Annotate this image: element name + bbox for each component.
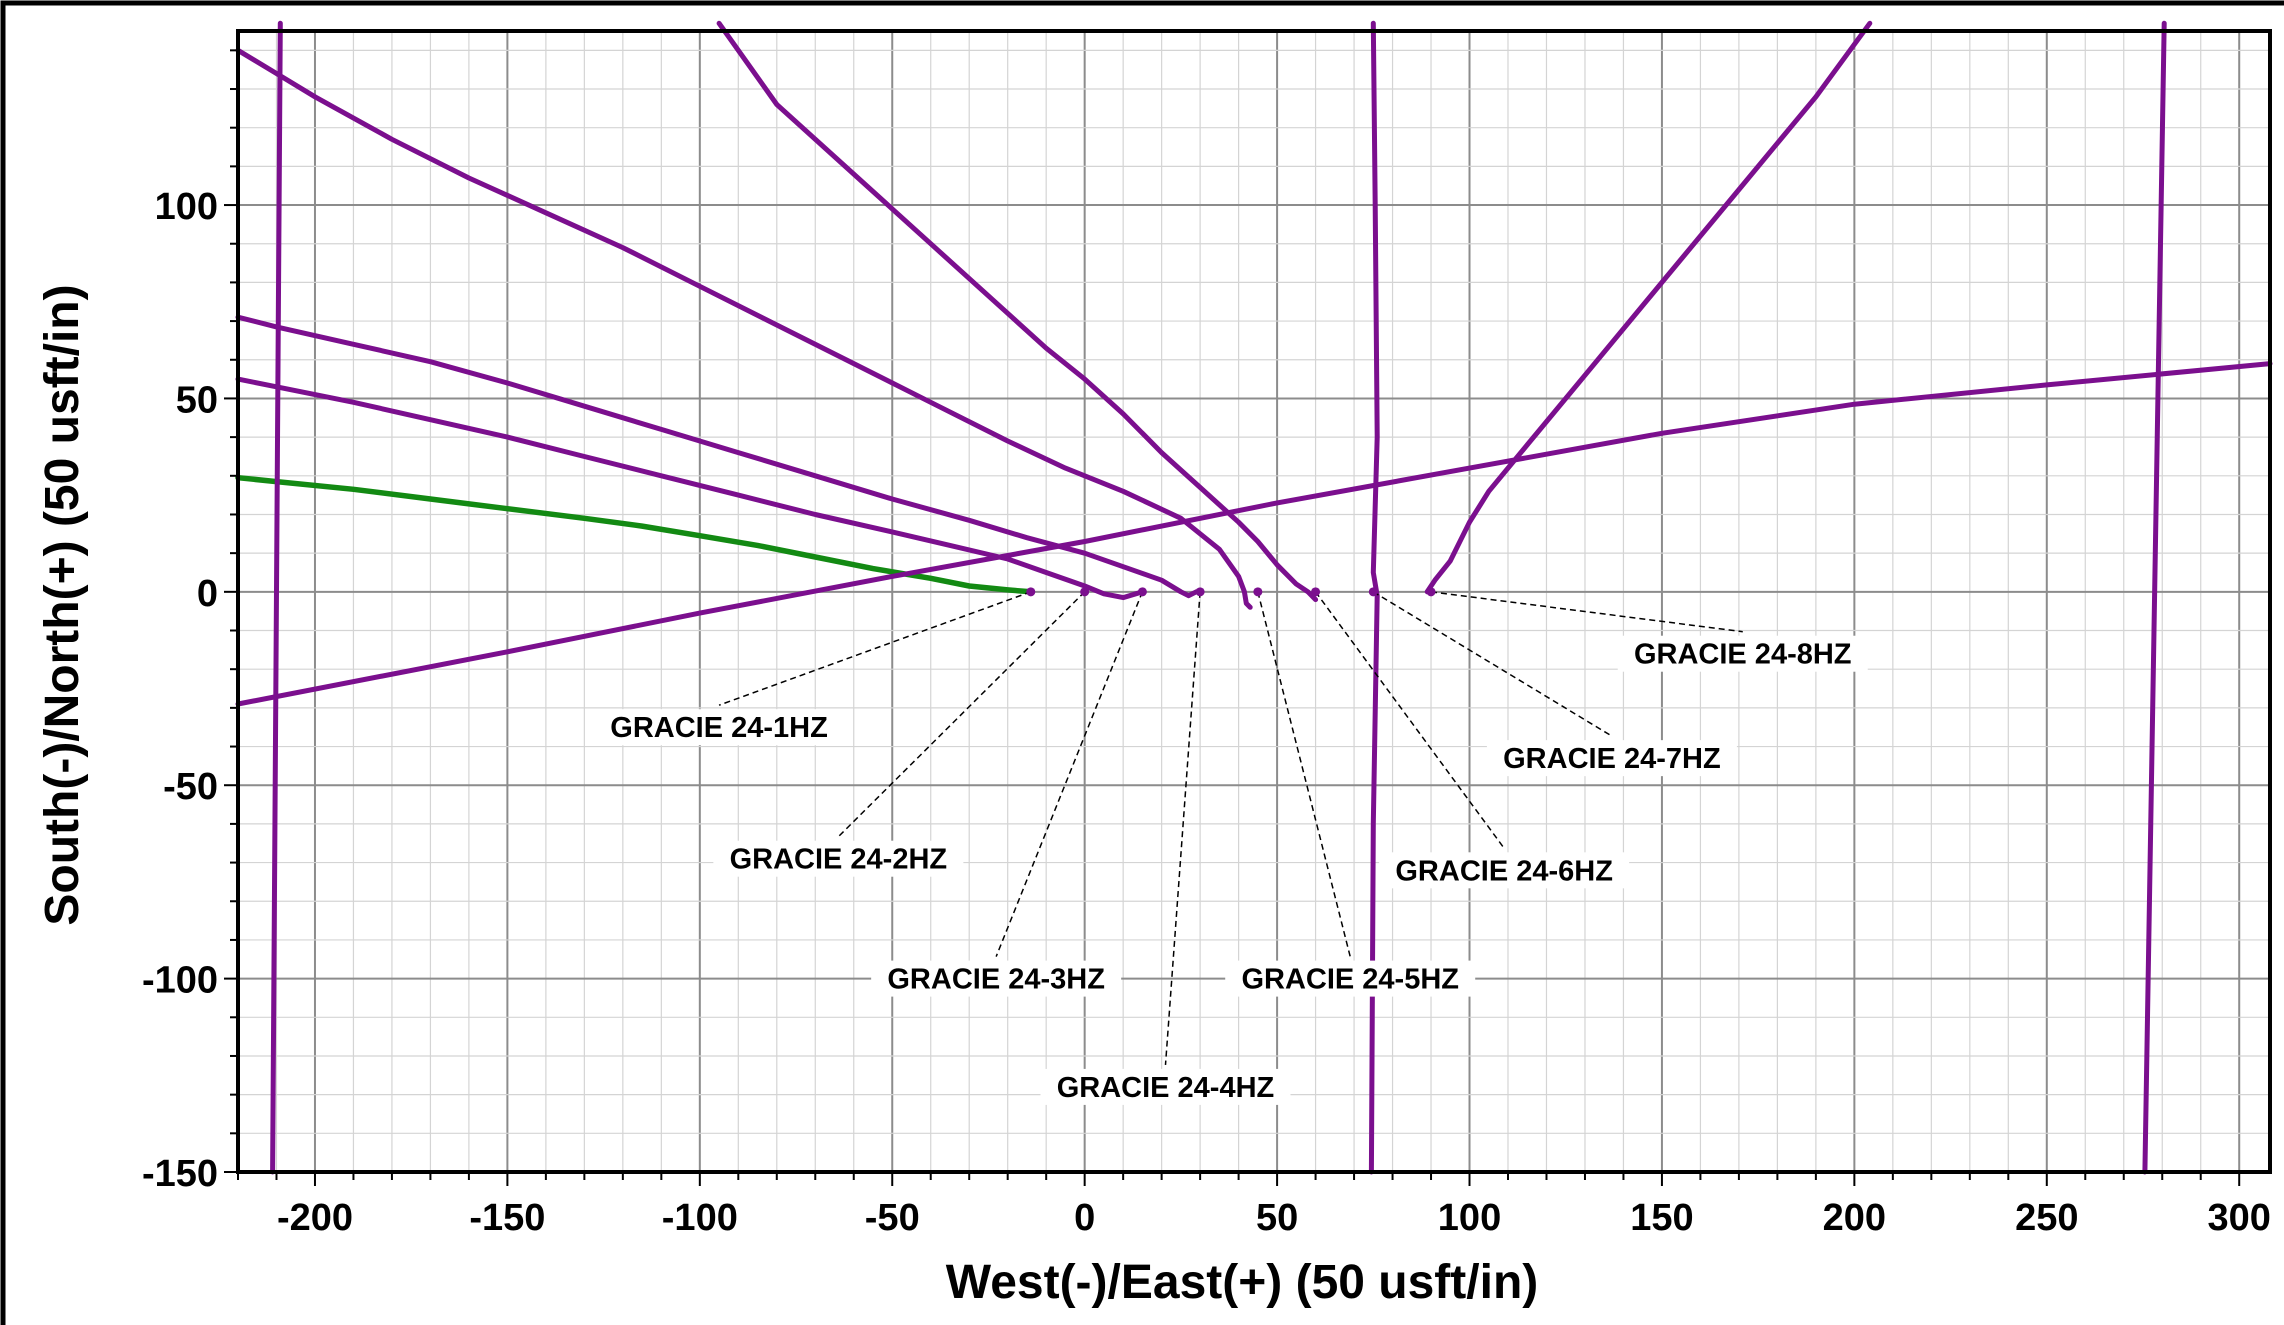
annotation-label-2: GRACIE 24-2HZ	[730, 844, 948, 876]
y-tick-label: 0	[197, 573, 218, 615]
x-tick-label: 150	[1630, 1197, 1693, 1239]
annotation-leader-3	[995, 591, 1144, 957]
wellbore-series-4	[235, 314, 1199, 599]
y-tick-label: -50	[163, 766, 218, 808]
wellbore-series-3	[235, 376, 1145, 601]
annotation-label-7: GRACIE 24-7HZ	[1503, 743, 1721, 775]
wellbore-series-1	[235, 474, 1034, 595]
annotation-marker-1	[1026, 587, 1036, 597]
plot-border	[236, 29, 2272, 1174]
x-tick-label: 250	[2015, 1197, 2078, 1239]
x-tick-label: 200	[1823, 1197, 1886, 1239]
x-axis-label: West(-)/East(+) (50 usft/in)	[946, 1256, 1539, 1309]
annotation-bg-7	[1486, 740, 1737, 777]
annotation-bg-2	[713, 840, 964, 877]
x-tick-label: -200	[277, 1197, 353, 1239]
annotation-leader-8	[1430, 591, 1743, 633]
annotation-bg-6	[1379, 852, 1630, 889]
y-tick-label: -150	[142, 1153, 218, 1195]
grid	[237, 31, 2270, 1173]
annotation-bg-4	[1040, 1068, 1291, 1105]
annotation-marker-8	[1426, 587, 1436, 597]
wellbore-series-5	[235, 47, 1253, 610]
annotation-leader-2	[837, 591, 1086, 838]
y-tick-labels: -150 -100 -50 0 50 100	[142, 186, 218, 1195]
x-tick-label: -50	[865, 1197, 920, 1239]
x-tick-label: 50	[1256, 1197, 1298, 1239]
annotation-marker-3	[1137, 587, 1147, 597]
wellbore-series-6	[716, 20, 1319, 603]
annotation-bg-3	[871, 960, 1122, 997]
annotation-marker-5	[1253, 587, 1263, 597]
annotation-marker-6	[1311, 587, 1321, 597]
wellbore-series-9	[270, 20, 283, 1175]
wellbore-series-8	[1424, 20, 1873, 595]
annotation-marker-4	[1195, 587, 1205, 597]
y-axis-label: South(-)/North(+) (50 usft/in)	[36, 284, 89, 925]
annotation-marker-7	[1368, 587, 1378, 597]
annotation-label-4: GRACIE 24-4HZ	[1057, 1072, 1275, 1104]
annotation-label-3: GRACIE 24-3HZ	[887, 964, 1105, 996]
annotation-group: GRACIE 24-1HZ GRACIE 24-2HZ GRACIE 24-3HZ G…	[594, 587, 1868, 1105]
annotation-label-8: GRACIE 24-8HZ	[1634, 639, 1852, 671]
x-tick-label: -150	[469, 1197, 545, 1239]
annotation-bg-5	[1225, 960, 1476, 997]
annotation-leader-1	[718, 591, 1032, 706]
y-tick-label: 50	[176, 379, 218, 421]
y-tick-label: -100	[142, 960, 218, 1002]
y-minor-ticks	[224, 49, 2241, 1186]
annotation-leader-6	[1314, 591, 1505, 849]
x-tick-labels: -200 -150 -100 -50 0 50 100 150 200 250 300	[277, 1197, 2271, 1239]
annotation-leader-7	[1372, 591, 1613, 737]
annotation-bg-8	[1617, 635, 1868, 672]
annotation-bg-1	[594, 709, 845, 746]
x-tick-label: 0	[1074, 1197, 1095, 1239]
annotation-leader-5	[1257, 591, 1351, 957]
annotation-label-1: GRACIE 24-1HZ	[610, 712, 828, 744]
x-tick-label: -100	[662, 1197, 738, 1239]
annotation-label-6: GRACIE 24-6HZ	[1395, 855, 1613, 887]
x-tick-label: 300	[2208, 1197, 2271, 1239]
annotation-label-5: GRACIE 24-5HZ	[1241, 964, 1459, 996]
annotation-leader-4	[1164, 591, 1201, 1065]
x-tick-label: 100	[1438, 1197, 1501, 1239]
wellbore-series-11	[2142, 20, 2167, 1175]
y-tick-label: 100	[155, 186, 218, 228]
series-group	[235, 20, 2273, 1175]
wellbore-series-10	[1368, 20, 1380, 1175]
annotation-marker-2	[1080, 587, 1090, 597]
wellbore-series-7	[235, 361, 2273, 707]
